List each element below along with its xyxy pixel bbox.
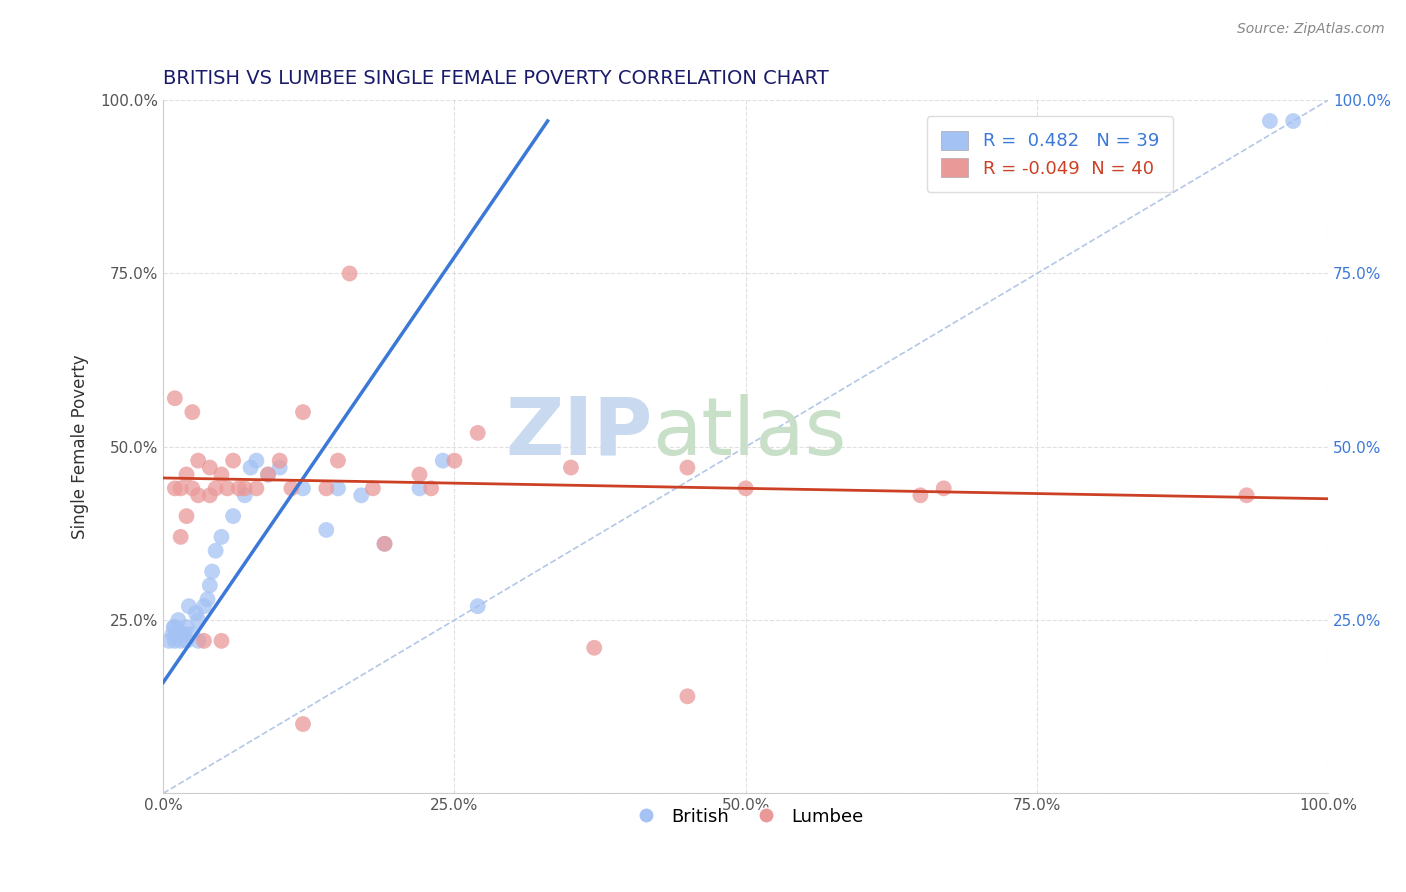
Point	[187, 613, 209, 627]
Point	[163, 620, 186, 634]
Point	[193, 633, 215, 648]
Point	[443, 453, 465, 467]
Point	[467, 425, 489, 440]
Point	[315, 481, 337, 495]
Point	[187, 453, 209, 467]
Point	[193, 599, 215, 614]
Point	[204, 543, 226, 558]
Point	[170, 530, 193, 544]
Point	[326, 453, 349, 467]
Text: BRITISH VS LUMBEE SINGLE FEMALE POVERTY CORRELATION CHART: BRITISH VS LUMBEE SINGLE FEMALE POVERTY …	[163, 69, 830, 87]
Point	[239, 460, 262, 475]
Point	[157, 633, 180, 648]
Point	[408, 467, 430, 482]
Point	[222, 509, 245, 524]
Point	[211, 633, 233, 648]
Text: Source: ZipAtlas.com: Source: ZipAtlas.com	[1237, 22, 1385, 37]
Point	[1236, 488, 1258, 502]
Point	[211, 467, 233, 482]
Point	[198, 488, 221, 502]
Point	[198, 460, 221, 475]
Point	[257, 467, 280, 482]
Point	[167, 613, 190, 627]
Point	[187, 633, 209, 648]
Point	[280, 481, 302, 495]
Point	[201, 565, 224, 579]
Point	[350, 488, 373, 502]
Point	[1282, 114, 1305, 128]
Point	[1258, 114, 1281, 128]
Text: atlas: atlas	[652, 394, 846, 472]
Point	[162, 627, 184, 641]
Legend: British, Lumbee: British, Lumbee	[621, 800, 870, 833]
Point	[315, 523, 337, 537]
Point	[177, 599, 200, 614]
Point	[233, 481, 256, 495]
Point	[326, 481, 349, 495]
Point	[245, 453, 267, 467]
Point	[181, 405, 204, 419]
Point	[910, 488, 932, 502]
Point	[176, 620, 198, 634]
Point	[163, 620, 186, 634]
Point	[176, 633, 198, 648]
Point	[217, 481, 239, 495]
Point	[374, 537, 396, 551]
Point	[374, 537, 396, 551]
Point	[181, 481, 204, 495]
Point	[583, 640, 606, 655]
Point	[676, 690, 699, 704]
Point	[197, 592, 219, 607]
Point	[292, 481, 315, 495]
Point	[204, 481, 226, 495]
Point	[257, 467, 280, 482]
Point	[292, 717, 315, 731]
Point	[176, 467, 198, 482]
Y-axis label: Single Female Poverty: Single Female Poverty	[72, 354, 89, 539]
Point	[339, 267, 361, 281]
Point	[734, 481, 756, 495]
Point	[166, 627, 188, 641]
Point	[176, 509, 198, 524]
Point	[184, 606, 207, 620]
Point	[361, 481, 384, 495]
Point	[173, 627, 195, 641]
Point	[292, 405, 315, 419]
Point	[432, 453, 454, 467]
Point	[676, 460, 699, 475]
Point	[163, 633, 186, 648]
Point	[560, 460, 582, 475]
Point	[233, 488, 256, 502]
Point	[187, 488, 209, 502]
Point	[420, 481, 443, 495]
Point	[181, 627, 204, 641]
Point	[245, 481, 267, 495]
Point	[170, 627, 193, 641]
Text: ZIP: ZIP	[505, 394, 652, 472]
Point	[170, 481, 193, 495]
Point	[163, 391, 186, 405]
Point	[222, 453, 245, 467]
Point	[269, 460, 291, 475]
Point	[198, 578, 221, 592]
Point	[211, 530, 233, 544]
Point	[408, 481, 430, 495]
Point	[163, 481, 186, 495]
Point	[170, 633, 193, 648]
Point	[228, 481, 250, 495]
Point	[932, 481, 955, 495]
Point	[269, 453, 291, 467]
Point	[467, 599, 489, 614]
